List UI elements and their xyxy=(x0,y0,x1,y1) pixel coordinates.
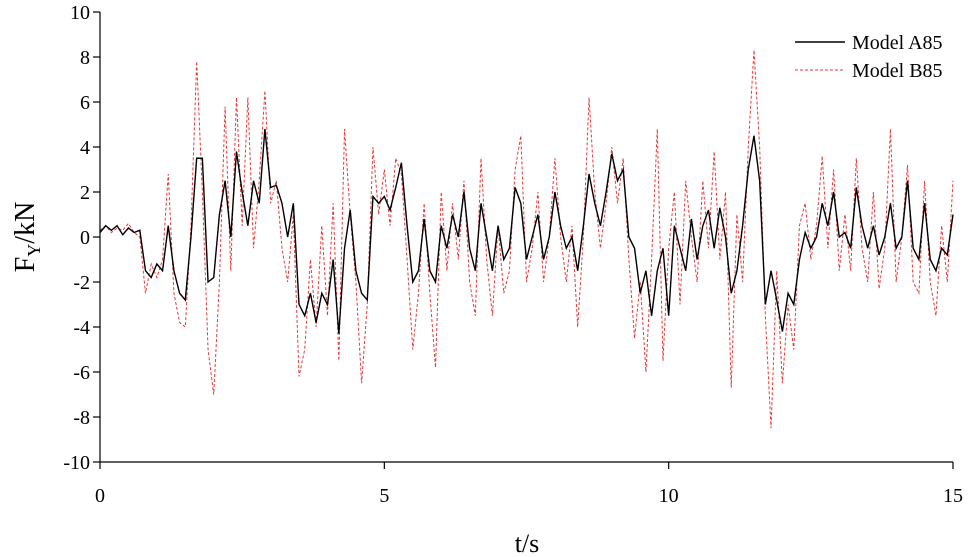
y-tick-label: -2 xyxy=(73,272,90,294)
y-tick-label: 4 xyxy=(80,137,90,159)
y-axis-label: FY/kN xyxy=(10,202,44,273)
legend-label: Model B85 xyxy=(852,60,943,82)
y-tick-label: 6 xyxy=(80,92,90,114)
y-tick-label: -6 xyxy=(73,362,90,384)
y-label-unit: /kN xyxy=(10,202,41,244)
x-tick-label: 0 xyxy=(95,485,105,507)
y-tick-label: 0 xyxy=(80,227,90,249)
legend-label: Model A85 xyxy=(852,32,943,54)
y-tick-label: 8 xyxy=(80,47,90,69)
x-tick-label: 5 xyxy=(379,485,389,507)
y-tick-label: 2 xyxy=(80,182,90,204)
y-tick-label: 10 xyxy=(70,2,90,24)
y-tick-label: -4 xyxy=(73,317,90,339)
x-tick-label: 15 xyxy=(943,485,963,507)
y-tick-label: -8 xyxy=(73,407,90,429)
x-axis-label: t/s xyxy=(515,529,540,557)
y-label-subscript: Y xyxy=(24,244,44,257)
series-line xyxy=(99,128,954,334)
y-tick-label: -10 xyxy=(63,452,90,474)
x-tick-label: 10 xyxy=(659,485,679,507)
series-line xyxy=(99,50,954,429)
y-label-base: F xyxy=(10,257,41,273)
